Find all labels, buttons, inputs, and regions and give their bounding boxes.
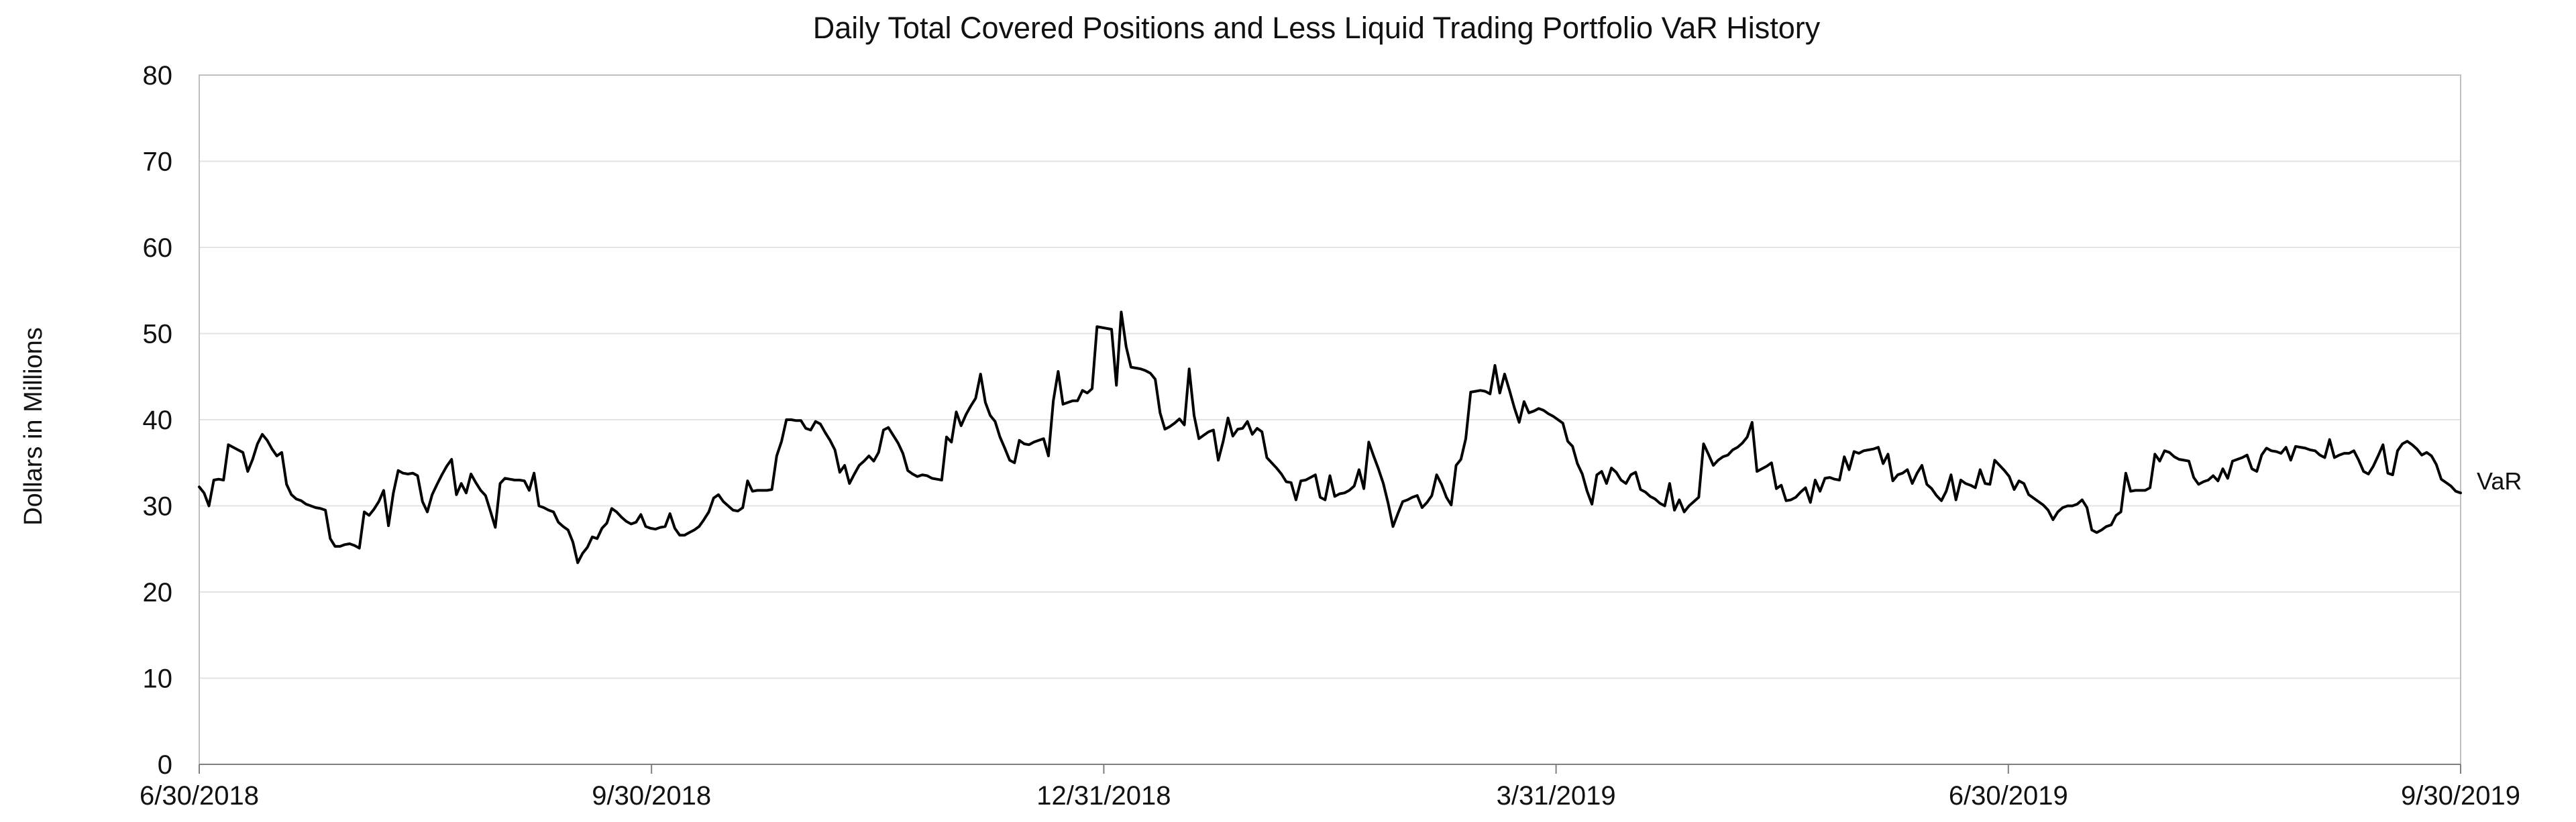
y-tick-label-50: 50 <box>143 320 173 349</box>
y-tick-label-80: 80 <box>143 61 173 91</box>
y-tick-label-0: 0 <box>158 750 172 780</box>
y-tick-label-10: 10 <box>143 664 173 694</box>
x-tick-label-0: 6/30/2018 <box>140 781 259 811</box>
axes: 0 10 20 30 40 50 60 70 80 6/30/2018 9/30/2018 12/31… <box>140 61 2520 811</box>
x-tick-label-5: 9/30/2019 <box>2401 781 2520 811</box>
gridlines <box>199 160 2461 679</box>
series-label-var: VaR <box>2477 467 2522 495</box>
y-tick-label-40: 40 <box>143 406 173 435</box>
chart-title: Daily Total Covered Positions and Less L… <box>813 11 1821 45</box>
x-tick-label-2: 12/31/2018 <box>1036 781 1171 811</box>
series-line-var <box>198 310 2462 565</box>
y-axis-label: Dollars in Millions <box>19 327 48 526</box>
y-tick-label-20: 20 <box>143 578 173 607</box>
x-tick-label-1: 9/30/2018 <box>592 781 711 811</box>
series-layer <box>198 310 2462 565</box>
x-tick-label-3: 3/31/2019 <box>1497 781 1616 811</box>
labels: Daily Total Covered Positions and Less L… <box>19 11 2522 526</box>
x-tick-label-4: 6/30/2019 <box>1949 781 2068 811</box>
y-tick-label-70: 70 <box>143 148 173 177</box>
y-tick-label-60: 60 <box>143 233 173 263</box>
y-tick-label-30: 30 <box>143 492 173 522</box>
